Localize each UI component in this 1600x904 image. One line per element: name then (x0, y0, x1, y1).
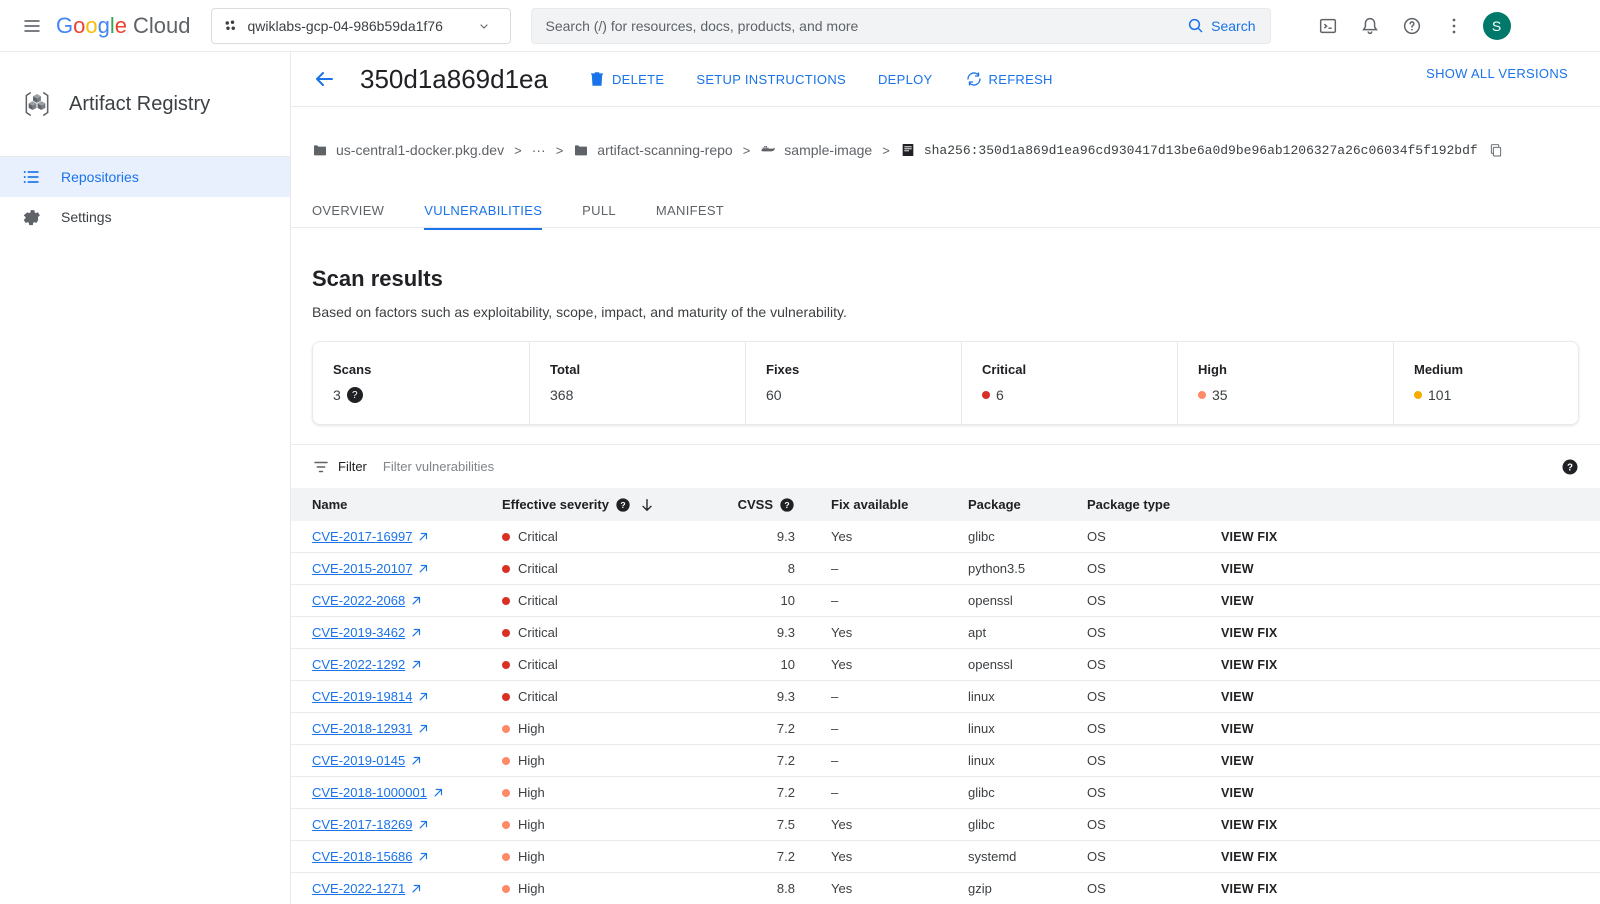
svg-text:?: ? (620, 500, 625, 510)
svg-text:?: ? (1567, 462, 1573, 473)
svg-text:?: ? (784, 500, 789, 510)
